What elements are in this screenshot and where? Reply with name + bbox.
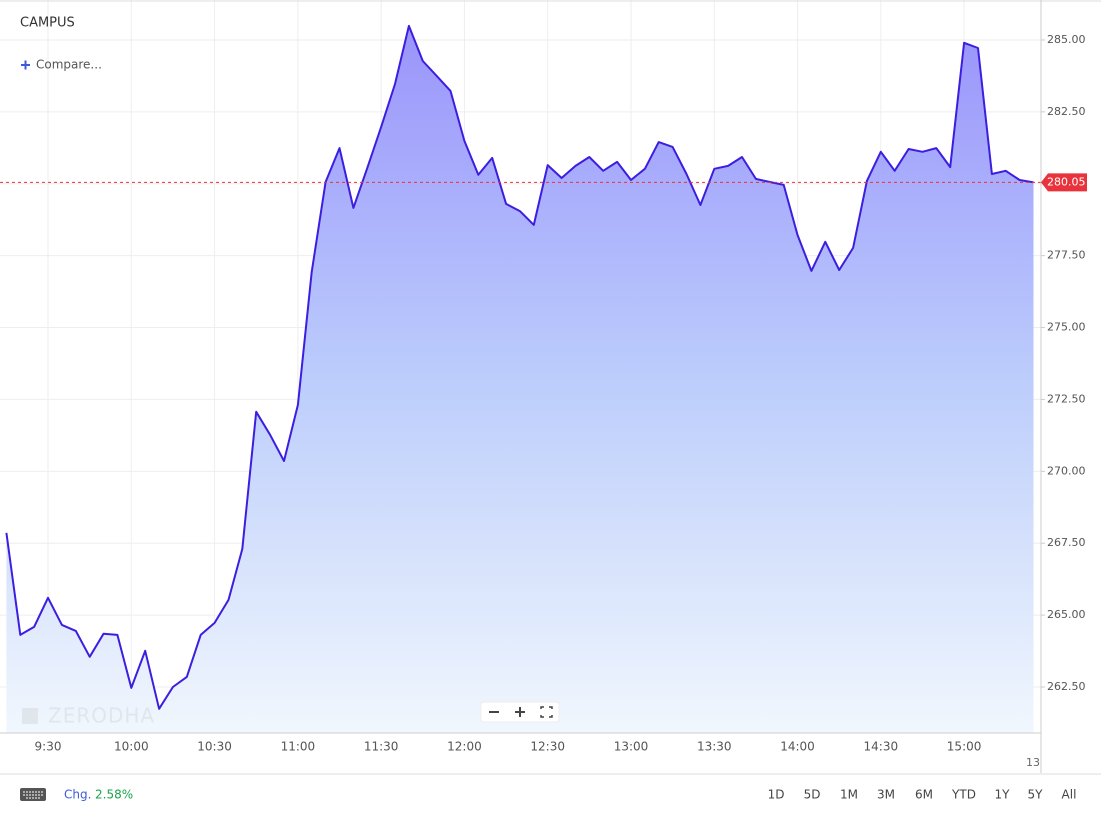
- change-label: Chg.: [64, 788, 91, 802]
- y-tick-label: 282.50: [1047, 105, 1086, 118]
- fullscreen[interactable]: [540, 706, 553, 718]
- watermark: ZERODHA: [22, 704, 155, 728]
- x-tick-label: 13:00: [614, 740, 649, 754]
- range-button[interactable]: All: [1062, 788, 1077, 802]
- range-button[interactable]: 5Y: [1028, 788, 1044, 802]
- x-tick-label: 12:30: [530, 740, 565, 754]
- zoom-in[interactable]: [515, 707, 525, 717]
- range-button[interactable]: 1Y: [995, 788, 1011, 802]
- zoom-controls: [480, 701, 560, 723]
- x-tick-label: 13:30: [697, 740, 732, 754]
- y-tick-label: 272.50: [1047, 392, 1086, 405]
- price-line: [5, 24, 1034, 710]
- x-tick-label: 15:00: [947, 740, 982, 754]
- date-label: 13: [1026, 756, 1040, 769]
- x-tick-label: 10:00: [114, 740, 149, 754]
- x-tick-label: 14:30: [864, 740, 899, 754]
- range-button[interactable]: 1M: [840, 788, 858, 802]
- watermark-logo: [22, 708, 38, 724]
- change-value: 2.58%: [95, 788, 133, 802]
- compare-label: Compare...: [36, 58, 102, 72]
- range-button[interactable]: 6M: [915, 788, 933, 802]
- keyboard-keys: [23, 791, 43, 799]
- x-tick-label: 12:00: [447, 740, 482, 754]
- range-button[interactable]: 3M: [877, 788, 895, 802]
- range-button[interactable]: 5D: [804, 788, 821, 802]
- y-tick-label: 265.00: [1047, 608, 1086, 621]
- x-tick-label: 9:30: [35, 740, 62, 754]
- y-tick-label: 277.50: [1047, 249, 1086, 262]
- compare-button[interactable]: Compare...: [21, 58, 102, 72]
- x-tick-label: 10:30: [197, 740, 232, 754]
- keyboard-icon[interactable]: [20, 788, 46, 801]
- y-tick-label: 262.50: [1047, 680, 1086, 693]
- x-tick-label: 11:00: [281, 740, 316, 754]
- range-button[interactable]: 1D: [768, 788, 785, 802]
- x-tick-label: 14:00: [780, 740, 815, 754]
- x-tick-label: 11:30: [364, 740, 399, 754]
- last-price-tag: [1041, 173, 1087, 192]
- plus-icon: [21, 60, 30, 70]
- symbol-title: CAMPUS: [20, 16, 75, 31]
- last-price-label: 280.05: [1047, 175, 1086, 188]
- watermark-text: ZERODHA: [48, 704, 155, 728]
- area-fill: [6, 25, 1034, 733]
- y-tick-label: 285.00: [1047, 33, 1086, 46]
- y-tick-label: 267.50: [1047, 536, 1086, 549]
- y-tick-label: 270.00: [1047, 464, 1086, 477]
- range-button[interactable]: YTD: [951, 788, 976, 802]
- y-tick-label: 275.00: [1047, 321, 1086, 334]
